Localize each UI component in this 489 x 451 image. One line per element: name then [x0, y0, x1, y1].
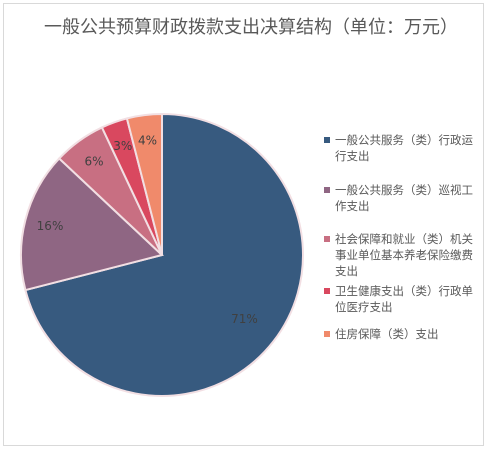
pie-slice	[24, 112, 304, 397]
pie-slice	[125, 112, 163, 256]
slice-data-label: 3%	[113, 139, 132, 153]
chart-title: 一般公共预算财政拨款支出决算结构（单位：万元）	[44, 17, 458, 38]
pie-chart: 71% 16% 6% 3% 4%	[20, 112, 304, 397]
slice-data-label: 71%	[231, 312, 258, 326]
legend-swatch	[324, 288, 330, 294]
legend-swatch	[324, 236, 330, 242]
legend-swatch	[324, 331, 330, 337]
legend-label: 一般公共服务（类）巡视工作支出	[335, 183, 473, 213]
slice-data-label: 6%	[85, 154, 104, 168]
legend-label: 社会保障和就业（类）机关事业单位基本养老保险缴费支出	[335, 232, 473, 278]
legend-swatch	[324, 187, 330, 193]
legend-swatch	[324, 137, 330, 143]
legend-label: 住房保障（类）支出	[335, 327, 439, 341]
legend-label: 一般公共服务（类）行政运行支出	[335, 133, 473, 163]
slice-data-label: 4%	[138, 133, 157, 147]
chart-frame: 一般公共预算财政拨款支出决算结构（单位：万元） 71% 16% 6% 3% 4% 一般公…	[3, 3, 484, 446]
legend-label: 卫生健康支出（类）行政单位医疗支出	[335, 284, 473, 314]
pie-slice	[20, 157, 165, 292]
slice-data-label: 16%	[37, 219, 64, 233]
